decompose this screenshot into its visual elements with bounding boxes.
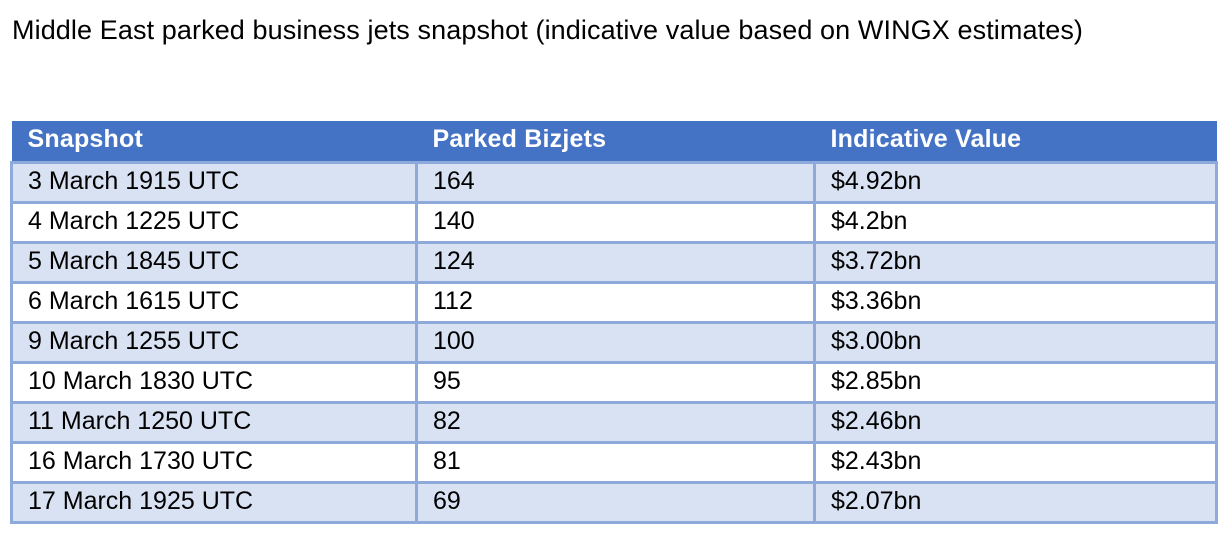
table-header-row: Snapshot Parked Bizjets Indicative Value (11, 121, 1217, 162)
column-header-snapshot: Snapshot (11, 121, 417, 162)
table-row: 3 March 1915 UTC 164 $4.92bn (10, 160, 1218, 204)
table-cell: $2.85bn (813, 360, 1218, 404)
table-row: 16 March 1730 UTC 81 $2.43bn (10, 440, 1218, 484)
table-body: 3 March 1915 UTC 164 $4.92bn 4 March 1225 U… (10, 160, 1218, 524)
table-cell: 95 (415, 360, 816, 404)
table-row: 5 March 1845 UTC 124 $3.72bn (10, 240, 1218, 284)
table-cell: 4 March 1225 UTC (10, 200, 418, 244)
table-cell: 6 March 1615 UTC (10, 280, 418, 324)
table-cell: 16 March 1730 UTC (10, 440, 418, 484)
table-cell: $2.46bn (813, 400, 1218, 444)
table-cell: 69 (415, 480, 816, 524)
table-cell: 82 (415, 400, 816, 444)
table-cell: 100 (415, 320, 816, 364)
table-cell: $4.2bn (813, 200, 1218, 244)
table-row: 6 March 1615 UTC 112 $3.36bn (10, 280, 1218, 324)
table-row: 11 March 1250 UTC 82 $2.46bn (10, 400, 1218, 444)
table-cell: 112 (415, 280, 816, 324)
table-row: 10 March 1830 UTC 95 $2.85bn (10, 360, 1218, 404)
table-cell: 140 (415, 200, 816, 244)
snapshot-table: Snapshot Parked Bizjets Indicative Value… (10, 121, 1218, 524)
page-title: Middle East parked business jets snapsho… (12, 15, 1084, 45)
table-cell: $2.43bn (813, 440, 1218, 484)
table-cell: 5 March 1845 UTC (10, 240, 418, 284)
table-cell: $3.36bn (813, 280, 1218, 324)
table-header: Snapshot Parked Bizjets Indicative Value (11, 121, 1217, 162)
table-cell: 81 (415, 440, 816, 484)
table-cell: 10 March 1830 UTC (10, 360, 418, 404)
table-cell: 3 March 1915 UTC (10, 160, 418, 204)
table-cell: 164 (415, 160, 816, 204)
table-cell: 17 March 1925 UTC (10, 480, 418, 524)
table-row: 4 March 1225 UTC 140 $4.2bn (10, 200, 1218, 244)
table-cell: 9 March 1255 UTC (10, 320, 418, 364)
table-cell: $4.92bn (813, 160, 1218, 204)
table-row: 9 March 1255 UTC 100 $3.00bn (10, 320, 1218, 364)
table-cell: 124 (415, 240, 816, 284)
column-header-indicative-value: Indicative Value (814, 121, 1217, 162)
column-header-parked-bizjets: Parked Bizjets (416, 121, 815, 162)
table-row: 17 March 1925 UTC 69 $2.07bn (10, 480, 1218, 524)
table-cell: $3.00bn (813, 320, 1218, 364)
table-cell: 11 March 1250 UTC (10, 400, 418, 444)
table-cell: $2.07bn (813, 480, 1218, 524)
table-cell: $3.72bn (813, 240, 1218, 284)
